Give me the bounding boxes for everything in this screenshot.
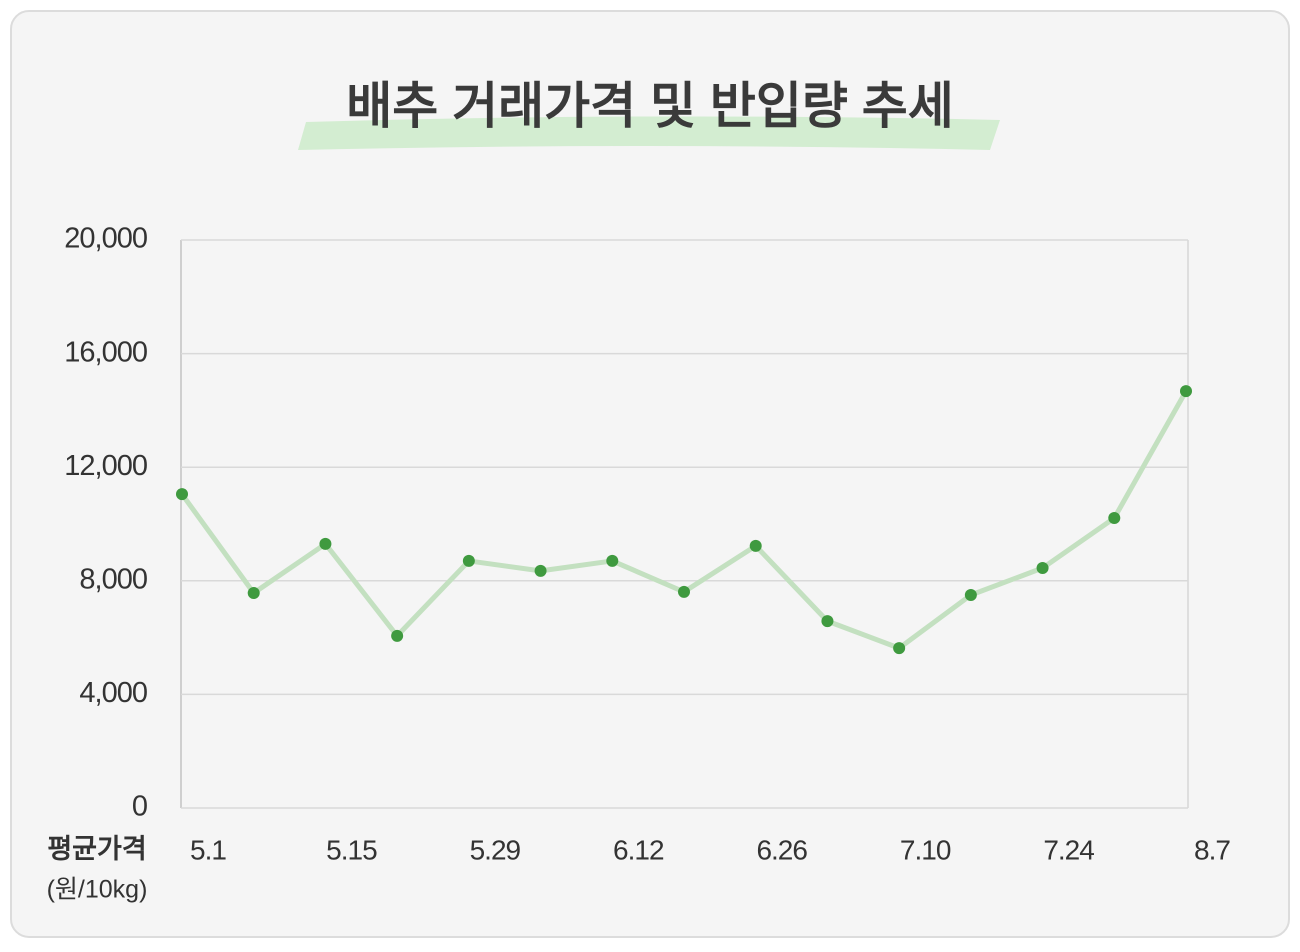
data-point [1036,562,1049,575]
y-tick-label: 4,000 [79,677,147,709]
data-point [1180,385,1192,398]
y-tick-label: 20,000 [64,223,147,255]
data-point [319,537,332,550]
card [10,10,1290,938]
data-point [534,564,547,577]
y-tick-label: 16,000 [64,336,147,368]
data-point [821,615,834,628]
x-tick-label: 5.1 [190,834,226,865]
data-point [1108,512,1121,525]
chart-title: 배추 거래가격 및 반입량 추세 [346,78,954,134]
y-tick-label: 0 [132,791,147,823]
x-tick-label: 6.12 [613,834,664,865]
x-tick-label: 5.29 [470,834,521,865]
y-tick-label: 8,000 [79,563,147,595]
data-point [462,554,475,567]
title-highlight [298,116,1000,150]
data-point [247,587,260,600]
data-point [391,629,404,642]
x-tick-label: 5.15 [326,834,377,865]
data-point [964,589,977,601]
data-point [678,585,690,598]
y-tick-label: 12,000 [64,450,147,482]
y-axis-unit: (원/10kg) [47,876,148,904]
x-tick-label: 7.24 [1043,834,1094,865]
x-tick-label: 7.10 [900,834,951,865]
x-tick-label: 6.26 [756,834,807,865]
x-tick-label: 8.7 [1194,834,1230,865]
y-axis-label: 평균가격 [47,834,146,864]
data-point [749,539,762,552]
data-point [893,642,906,655]
data-point [176,488,188,501]
data-point [606,554,619,567]
